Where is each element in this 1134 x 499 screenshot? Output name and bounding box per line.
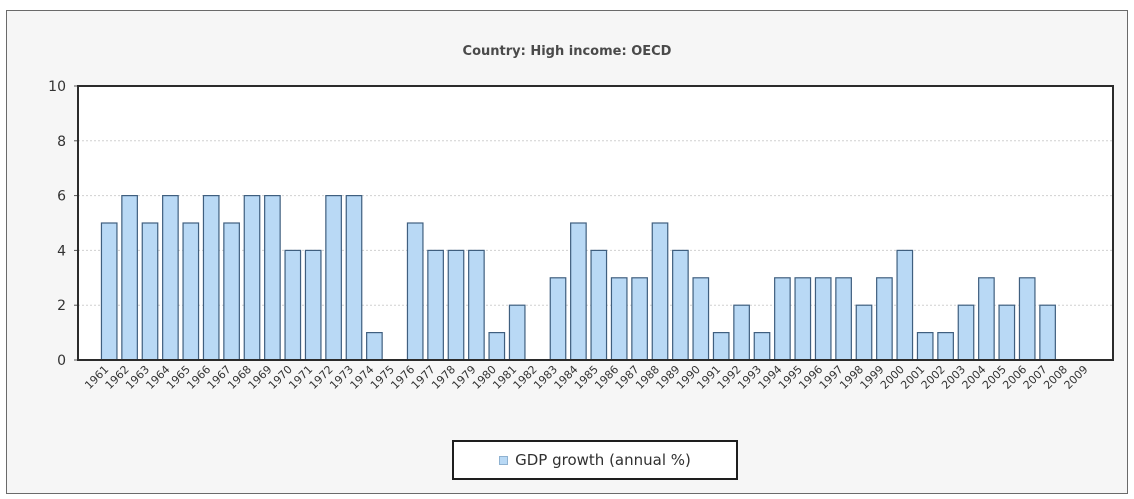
bar[interactable] — [774, 277, 791, 361]
bar[interactable] — [835, 277, 852, 361]
bar[interactable] — [468, 249, 485, 361]
bar[interactable] — [692, 277, 710, 361]
bar[interactable] — [794, 277, 812, 361]
bar[interactable] — [1039, 304, 1056, 361]
bar[interactable] — [508, 304, 526, 361]
bar[interactable] — [121, 195, 138, 361]
bar[interactable] — [998, 304, 1016, 361]
bar[interactable] — [304, 249, 322, 361]
bar[interactable] — [876, 277, 893, 361]
bar[interactable] — [182, 222, 200, 361]
bar[interactable] — [570, 222, 587, 361]
bar[interactable] — [753, 332, 771, 361]
bar[interactable] — [243, 195, 261, 361]
bar[interactable] — [651, 222, 669, 361]
bar[interactable] — [284, 249, 302, 361]
y-tick-label: 6 — [57, 189, 66, 205]
bar[interactable] — [549, 277, 567, 361]
legend-label: GDP growth (annual %) — [515, 451, 691, 469]
bar[interactable] — [406, 222, 424, 361]
x-tick-label: 2009 — [1062, 363, 1091, 392]
bar[interactable] — [631, 277, 648, 361]
bar[interactable] — [223, 222, 240, 361]
bar[interactable] — [488, 332, 506, 361]
chart-title: Country: High income: OECD — [462, 44, 672, 59]
bar[interactable] — [162, 195, 179, 361]
bar[interactable] — [733, 304, 750, 361]
bar[interactable] — [590, 249, 608, 361]
y-tick-label: 0 — [57, 353, 66, 369]
bar[interactable] — [957, 304, 975, 361]
y-tick-label: 2 — [57, 298, 66, 314]
bar[interactable] — [264, 195, 281, 361]
bar[interactable] — [937, 332, 954, 361]
bar[interactable] — [712, 332, 730, 361]
bar[interactable] — [202, 195, 220, 361]
bar[interactable] — [366, 332, 383, 361]
y-tick-label: 8 — [57, 134, 66, 150]
bar[interactable] — [447, 249, 465, 361]
bar[interactable] — [427, 249, 444, 361]
bar[interactable] — [1018, 277, 1036, 361]
bar[interactable] — [325, 195, 342, 361]
bar[interactable] — [978, 277, 995, 361]
bar[interactable] — [345, 195, 363, 361]
plot-frame — [77, 85, 1114, 361]
y-tick-label: 4 — [57, 243, 66, 259]
bar[interactable] — [814, 277, 832, 361]
legend-swatch — [499, 455, 509, 465]
y-tick-label: 10 — [48, 79, 66, 95]
legend[interactable]: GDP growth (annual %) — [452, 440, 738, 480]
bar[interactable] — [610, 277, 628, 361]
bar[interactable] — [855, 304, 873, 361]
bar[interactable] — [141, 222, 159, 361]
bar[interactable] — [896, 249, 914, 361]
bar[interactable] — [672, 249, 689, 361]
bar[interactable] — [916, 332, 934, 361]
bar[interactable] — [100, 222, 118, 361]
